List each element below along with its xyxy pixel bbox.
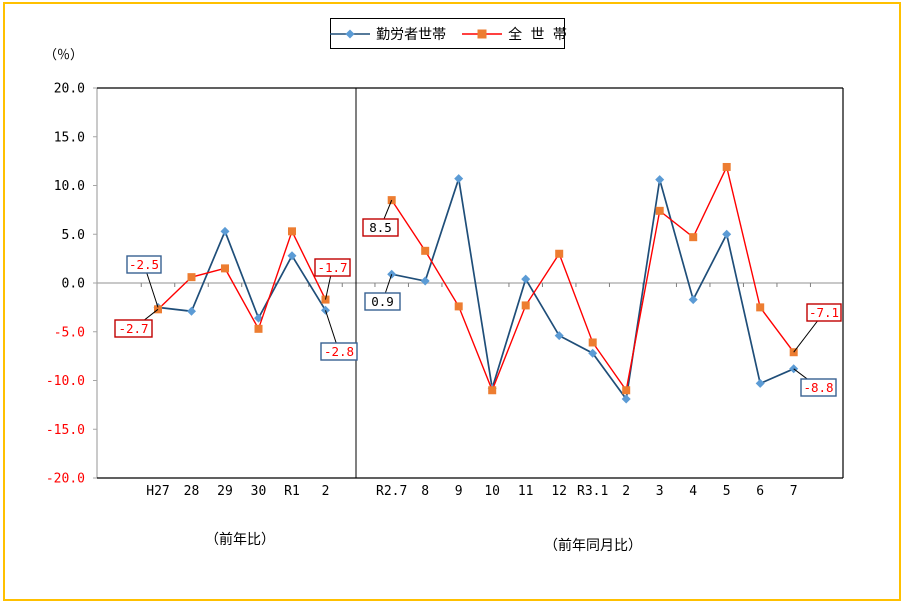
x-tick-label: R1 (284, 484, 300, 499)
marker-worker-diamond (187, 306, 196, 316)
x-tick-label: R3.1 (577, 484, 608, 499)
x-tick-label: 6 (756, 484, 764, 499)
x-tick-label: 4 (689, 484, 697, 499)
y-tick-label: 0.0 (62, 277, 85, 292)
x-tick-label: 5 (723, 484, 731, 499)
marker-worker-diamond (454, 174, 464, 184)
data-label-text: -2.8 (324, 344, 354, 359)
legend-item-all-households: 全 世 帯 (460, 24, 567, 44)
legend-all-line-square-icon (462, 29, 503, 38)
marker-all-square (555, 249, 564, 258)
marker-all-square (521, 301, 530, 310)
x-tick-label: R2.7 (376, 484, 407, 499)
data-label-text: -8.8 (803, 380, 833, 395)
marker-all-square (488, 386, 497, 395)
legend-label-worker-households: 勤労者世帯 (376, 26, 447, 43)
x-tick-label: 28 (184, 484, 200, 499)
x-tick-label: 8 (421, 484, 429, 499)
marker-all-square (655, 206, 664, 215)
y-tick-label: 15.0 (54, 130, 85, 145)
legend-item-worker-households: 勤労者世帯 (328, 24, 446, 44)
y-tick-label: -10.0 (46, 374, 85, 389)
x-tick-label: H27 (146, 484, 169, 499)
data-label-text: -2.5 (129, 257, 159, 272)
data-label-box (364, 292, 401, 311)
data-label-text: -7.1 (809, 305, 839, 320)
data-label-text: 0.9 (371, 294, 394, 309)
marker-worker-diamond (220, 226, 230, 236)
data-label-box (362, 218, 399, 237)
y-tick-label: 20.0 (54, 82, 85, 97)
y-axis-unit-label: （％） (44, 48, 84, 63)
marker-all-square (622, 386, 631, 395)
marker-worker-diamond (521, 274, 531, 284)
data-label-text: -2.7 (118, 321, 148, 336)
series-line-worker (157, 229, 327, 321)
marker-worker-diamond (420, 276, 430, 286)
marker-all-square (756, 303, 765, 312)
legend-worker-line-diamond-icon (330, 29, 371, 38)
data-label-box (800, 378, 837, 397)
marker-all-square (221, 264, 229, 273)
series-line-worker (391, 178, 795, 402)
marker-worker-diamond (588, 348, 598, 358)
marker-worker-diamond (722, 229, 732, 239)
data-label-box (320, 342, 358, 361)
x-tick-label: 9 (455, 484, 463, 499)
data-label-text: -1.7 (317, 260, 347, 275)
series-line-all (157, 229, 327, 331)
x-tick-label: 10 (484, 484, 500, 499)
legend-label-all-households: 全 世 帯 (508, 26, 567, 43)
x-tick-label: 2 (622, 484, 630, 499)
marker-worker-diamond (755, 378, 765, 388)
chart-legend: 勤労者世帯 全 世 帯 (328, 18, 567, 49)
x-tick-label: 30 (251, 484, 267, 499)
data-label-box (314, 258, 351, 277)
marker-all-square (187, 273, 196, 282)
y-tick-label: -15.0 (46, 423, 85, 438)
right-section-caption: （前年同月比） (544, 538, 642, 554)
x-tick-label: 29 (217, 484, 233, 499)
marker-worker-diamond (621, 394, 631, 404)
x-tick-label: 2 (322, 484, 330, 499)
y-tick-label: 5.0 (62, 228, 85, 243)
x-tick-label: 12 (551, 484, 567, 499)
marker-worker-diamond (287, 251, 297, 261)
marker-all-square (588, 338, 597, 347)
marker-worker-diamond (554, 331, 564, 341)
marker-worker-diamond (688, 295, 698, 305)
y-tick-label: -5.0 (54, 325, 85, 340)
x-tick-label: 3 (656, 484, 664, 499)
marker-all-square (689, 233, 698, 242)
x-tick-label: 11 (518, 484, 534, 499)
x-tick-label: 7 (790, 484, 798, 499)
marker-worker-diamond (655, 175, 665, 185)
data-label-box (806, 303, 842, 322)
data-label-box (114, 319, 153, 338)
marker-all-square (421, 246, 430, 255)
y-tick-label: 10.0 (54, 179, 85, 194)
data-label-box (126, 255, 162, 274)
y-tick-label: -20.0 (46, 472, 85, 487)
left-section-caption: （前年比） (205, 532, 275, 548)
data-label-text: 8.5 (369, 220, 392, 235)
marker-all-square (288, 227, 296, 236)
marker-all-square (454, 302, 463, 311)
marker-all-square (254, 324, 263, 333)
marker-all-square (722, 162, 731, 171)
